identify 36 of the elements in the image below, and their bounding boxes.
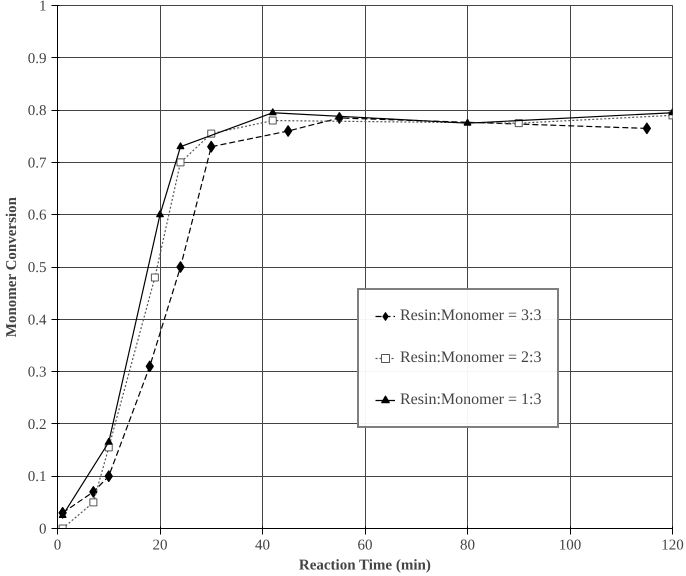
legend-label: Resin:Monomer = 3:3 xyxy=(400,307,542,325)
point xyxy=(268,108,277,116)
point xyxy=(150,273,159,282)
x-tick-label: 120 xyxy=(661,538,684,554)
point xyxy=(89,486,98,498)
legend-label: Resin:Monomer = 1:3 xyxy=(400,391,542,409)
point xyxy=(104,438,113,445)
y-tick-label: 0.3 xyxy=(28,364,46,381)
x-tick-label: 20 xyxy=(152,538,168,554)
point xyxy=(176,142,184,150)
y-tick-label: 0.4 xyxy=(28,312,47,328)
x-axis-title: Reaction Time (min) xyxy=(298,558,431,574)
y-tick-label: 0.6 xyxy=(28,208,47,224)
legend-label: Resin:Monomer = 2:3 xyxy=(400,349,542,367)
point xyxy=(284,125,292,138)
point xyxy=(464,118,472,126)
y-tick-label: 0.9 xyxy=(28,50,46,67)
point xyxy=(176,261,185,273)
point xyxy=(642,122,652,134)
y-axis-title: Monomer Conversion xyxy=(4,196,20,338)
x-tick-label: 40 xyxy=(255,538,270,554)
y-tick-label: 0 xyxy=(39,522,46,538)
point xyxy=(89,498,98,506)
point xyxy=(268,116,277,125)
y-tick-label: 0.1 xyxy=(28,469,46,486)
y-tick-label: 1 xyxy=(39,0,46,14)
x-tick-label: 60 xyxy=(358,538,372,554)
point xyxy=(176,158,184,166)
y-tick-label: 0.5 xyxy=(28,260,46,276)
x-tick-label: 100 xyxy=(558,538,582,554)
point xyxy=(156,210,164,218)
x-tick-label: 0 xyxy=(54,538,62,554)
y-tick-label: 0.2 xyxy=(28,416,46,433)
y-tick-label: 0.8 xyxy=(28,103,46,120)
y-tick-label: 0.7 xyxy=(28,155,47,172)
x-tick-label: 80 xyxy=(460,538,475,554)
